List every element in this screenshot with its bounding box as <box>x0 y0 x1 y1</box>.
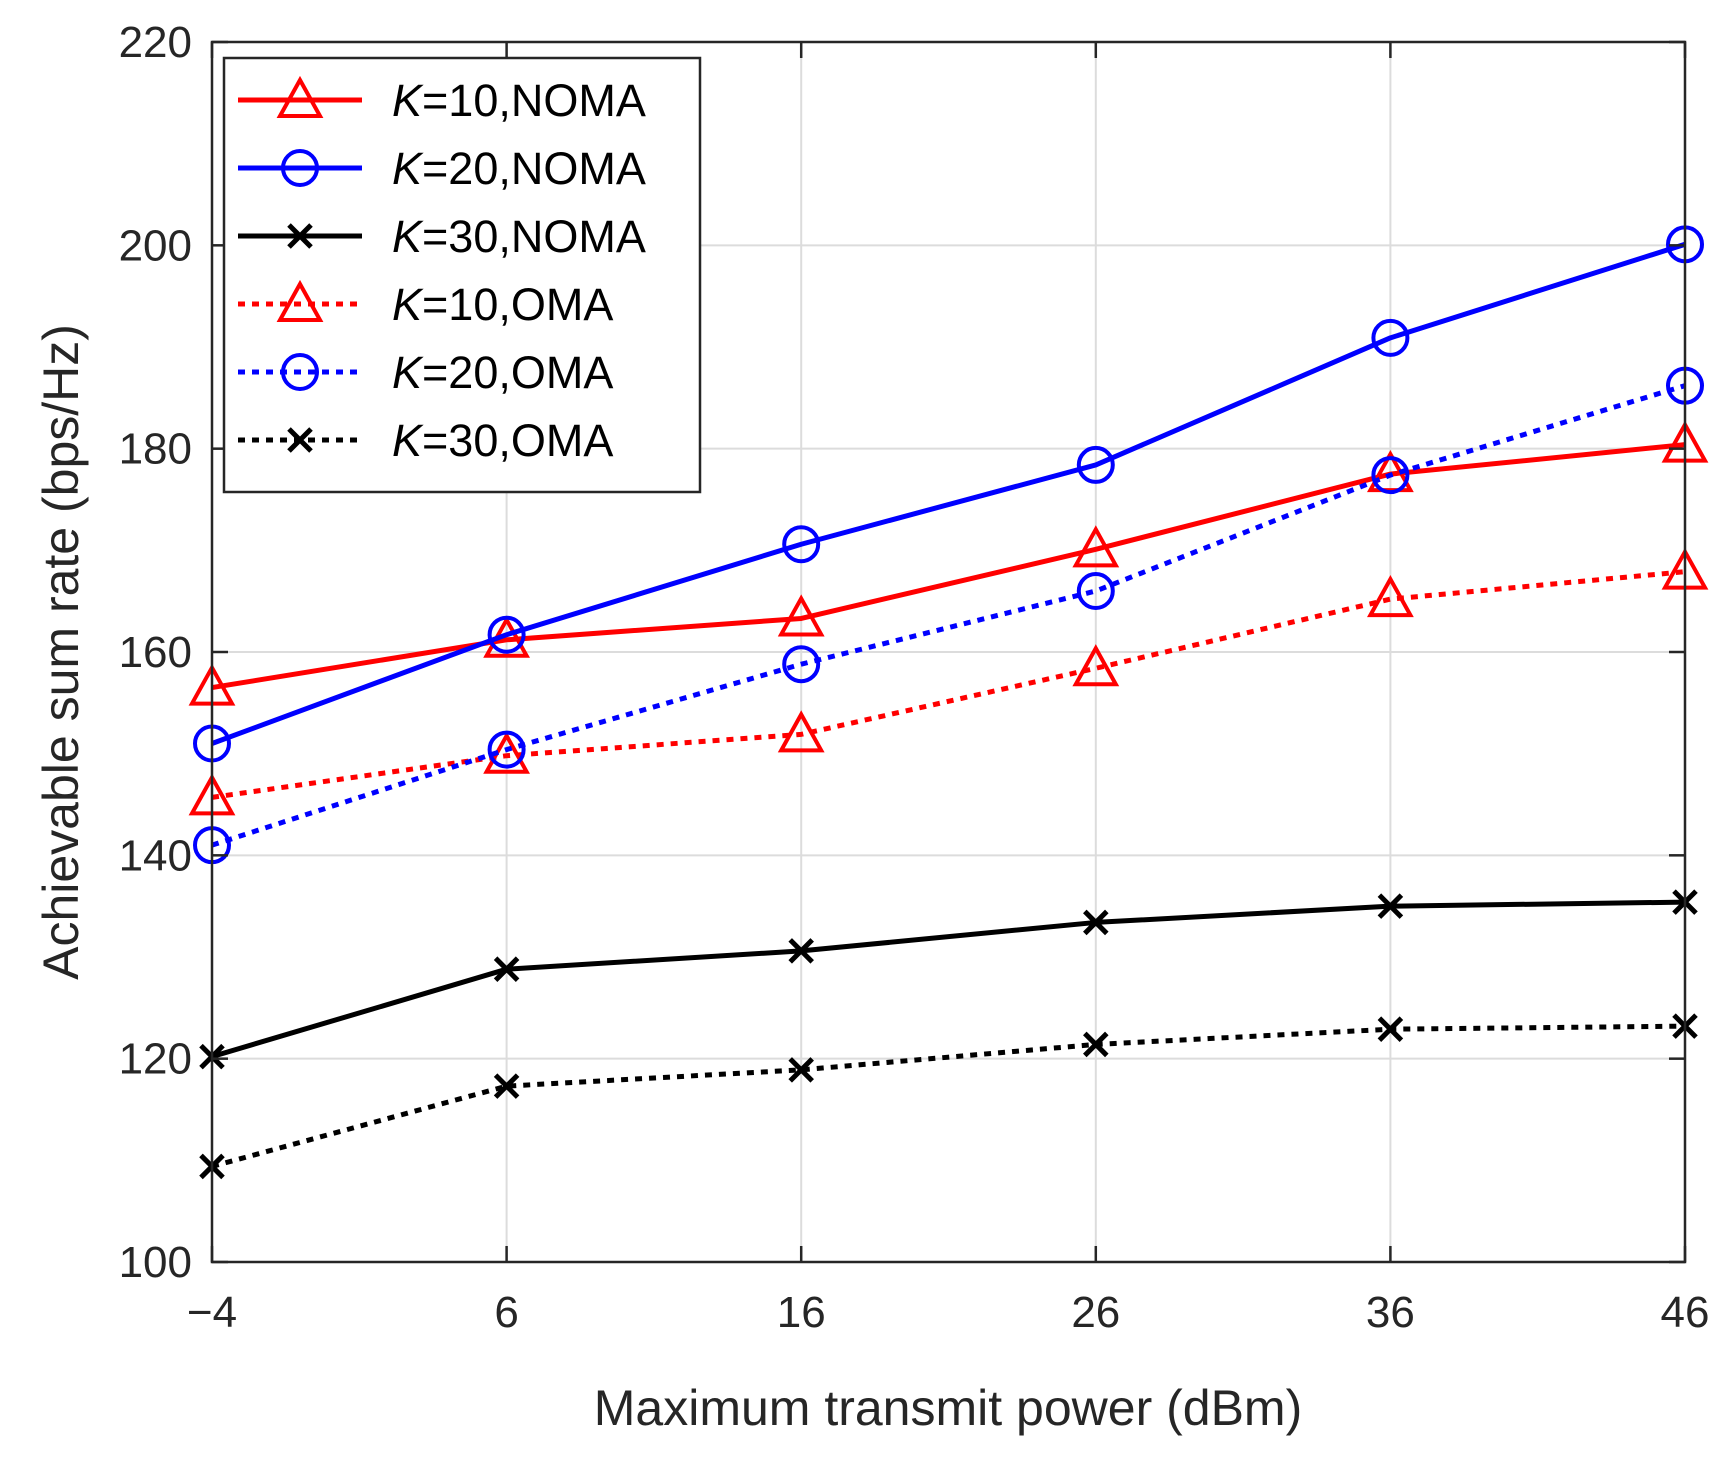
x-tick-label: 16 <box>777 1288 826 1337</box>
series-line <box>211 383 1686 848</box>
y-tick-label: 200 <box>119 221 192 270</box>
x-tick-label: 36 <box>1366 1288 1415 1337</box>
x-tick-label: 46 <box>1661 1288 1710 1337</box>
data-point <box>493 956 520 982</box>
legend-label-rest: =10,OMA <box>422 279 613 330</box>
x-tick-label: −4 <box>187 1288 237 1337</box>
series-2 <box>199 889 1698 1070</box>
data-point <box>1377 1016 1404 1042</box>
legend-label: K=20,NOMA <box>392 143 646 194</box>
legend-label-variable: K <box>392 279 424 330</box>
legend-label-rest: =30,OMA <box>422 415 613 466</box>
data-point <box>487 615 526 654</box>
data-point <box>782 645 821 684</box>
data-point <box>777 710 825 753</box>
legend-marker <box>276 75 324 118</box>
legend-label-variable: K <box>392 347 424 398</box>
y-tick-label: 180 <box>119 425 192 474</box>
series-line <box>211 1023 1686 1169</box>
y-tick-label: 120 <box>119 1035 192 1084</box>
legend-label-variable: K <box>392 75 424 126</box>
data-point <box>1377 893 1404 919</box>
legend-label-rest: =30,NOMA <box>422 211 646 262</box>
y-tick-label: 220 <box>119 18 192 67</box>
legend-label: K=30,OMA <box>392 415 613 466</box>
legend-label-variable: K <box>392 211 424 262</box>
legend-label-rest: =20,OMA <box>422 347 613 398</box>
data-point <box>782 525 821 564</box>
legend-item: K=30,OMA <box>238 415 613 466</box>
data-point <box>1076 572 1115 610</box>
legend-marker <box>287 223 313 249</box>
x-axis-title: Maximum transmit power (dBm) <box>594 1380 1302 1436</box>
series-line <box>211 569 1686 800</box>
legend-box <box>222 56 702 494</box>
y-tick-label: 140 <box>119 831 192 880</box>
data-point <box>1072 525 1120 568</box>
data-point <box>493 1073 520 1099</box>
series-group <box>188 225 1709 1180</box>
legend-label-variable: K <box>392 415 424 466</box>
data-point <box>1371 318 1410 357</box>
series-1 <box>193 225 1704 763</box>
series-line <box>211 442 1686 691</box>
y-tick-label: 160 <box>119 628 192 677</box>
axis-ticks: −4 6 16 26 36 46 100 120 140 160 180 200 220 <box>119 18 1710 1337</box>
legend-marker <box>276 279 324 322</box>
legend-label-rest: =20,NOMA <box>422 143 646 194</box>
legend-label: K=10,OMA <box>392 279 613 330</box>
legend-label-variable: K <box>392 143 424 194</box>
series-line <box>211 241 1686 746</box>
legend-item: K=30,NOMA <box>238 211 646 262</box>
legend-item: K=20,NOMA <box>238 143 646 194</box>
y-tick-label: 100 <box>119 1238 192 1287</box>
data-point <box>777 594 825 637</box>
legend-item: K=20,OMA <box>238 347 613 398</box>
series-0 <box>188 420 1709 706</box>
x-tick-label: 26 <box>1071 1288 1120 1337</box>
legend-item: K=10,NOMA <box>238 75 646 126</box>
legend-label: K=30,NOMA <box>392 211 646 262</box>
legend: K=10,NOMAK=20,NOMAK=30,NOMAK=10,OMAK=20,… <box>222 56 702 494</box>
legend-label: K=20,OMA <box>392 347 613 398</box>
data-point <box>1083 909 1109 936</box>
data-point <box>1371 456 1410 495</box>
y-axis-title: Achievable sum rate (bps/Hz) <box>33 324 89 980</box>
legend-marker <box>287 427 313 453</box>
data-point <box>1083 1031 1109 1058</box>
data-point <box>1367 575 1414 618</box>
data-point <box>788 1057 814 1083</box>
legend-marker <box>281 353 319 391</box>
data-point <box>1076 445 1115 484</box>
data-point <box>1072 644 1120 687</box>
legend-marker <box>281 149 319 187</box>
x-tick-label: 6 <box>494 1288 518 1337</box>
legend-label-rest: =10,NOMA <box>422 75 646 126</box>
legend-label: K=10,NOMA <box>392 75 646 126</box>
series-line <box>211 899 1686 1060</box>
data-point <box>487 730 526 769</box>
legend-item: K=10,OMA <box>238 279 613 330</box>
data-point <box>788 938 814 964</box>
